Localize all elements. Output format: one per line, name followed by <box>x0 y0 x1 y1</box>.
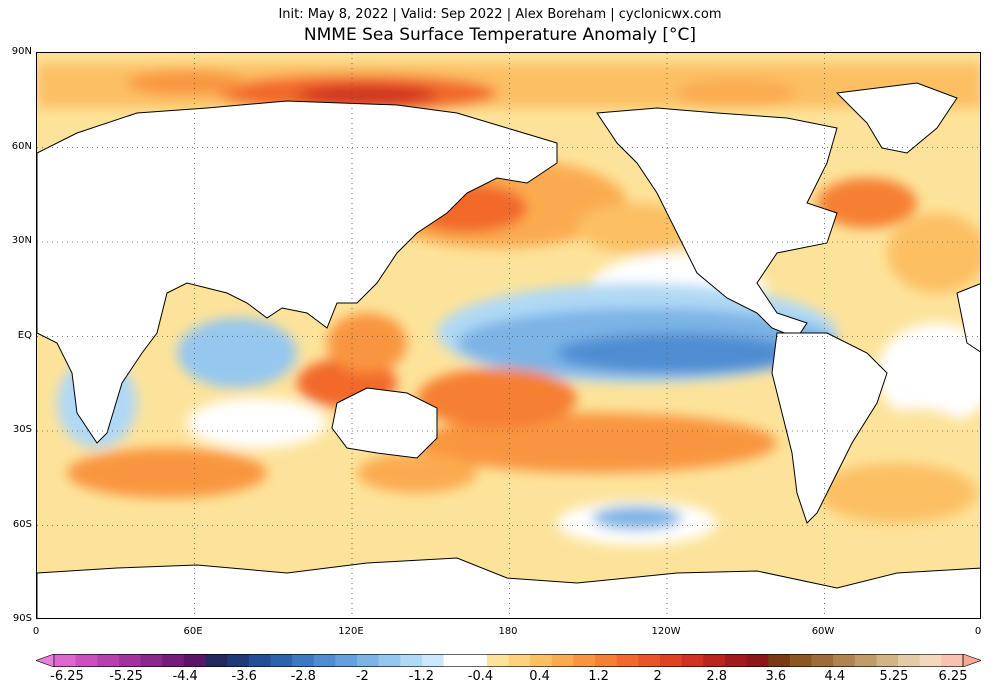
colorbar-segment <box>162 654 185 667</box>
colorbar-tick-label: -3.6 <box>231 669 257 684</box>
colorbar-segment <box>378 654 401 667</box>
colorbar-segment <box>573 654 596 667</box>
lon-label-60e: 60E <box>183 626 203 637</box>
colorbar-tick-label: 5.25 <box>879 669 909 684</box>
colorbar-tick-label: 2 <box>653 669 662 684</box>
lon-label-180: 180 <box>498 626 518 637</box>
colorbar-segment <box>183 654 206 667</box>
lat-label-30n: 30N <box>11 235 32 246</box>
colorbar-tick-label: 0.4 <box>529 669 550 684</box>
colorbar-segment <box>876 654 899 667</box>
colorbar-segment <box>75 654 98 667</box>
colorbar-segment <box>421 654 445 667</box>
eurasia-africa-landmass <box>37 100 558 444</box>
colorbar-tick-label: -2 <box>355 669 369 684</box>
colorbar-segment <box>898 654 921 667</box>
colorbar-segment <box>530 654 553 667</box>
colorbar-segment <box>118 654 142 667</box>
colorbar-outline <box>53 654 964 667</box>
colorbar-tick-label: -2.8 <box>290 669 316 684</box>
antarctica-landmass <box>37 557 980 618</box>
lat-label-90s: 90S <box>12 613 32 624</box>
colorbar-segment <box>703 654 726 667</box>
colorbar-segment <box>833 654 856 667</box>
colorbar-segment <box>357 654 380 667</box>
colorbar-tick-label: 4.4 <box>824 669 846 684</box>
africa-edge-landmass <box>956 283 980 353</box>
colorbar-segment <box>248 654 271 667</box>
colorbar-segment <box>638 654 661 667</box>
colorbar-segment <box>97 654 120 667</box>
colorbar-segment <box>595 654 618 667</box>
colorbar-segment <box>227 654 250 667</box>
colorbar-tick-label: -4.4 <box>172 669 198 684</box>
anomaly-field <box>37 63 980 545</box>
colorbar-segment <box>140 654 163 667</box>
colorbar-segment <box>941 654 964 667</box>
colorbar-segment <box>681 654 704 667</box>
colorbar-segment <box>335 654 358 667</box>
colorbar-segment <box>616 654 639 667</box>
colorbar-segment <box>789 654 812 667</box>
colorbar-tick-label: -0.4 <box>467 669 494 684</box>
colorbar-segment <box>292 654 315 667</box>
colorbar-tick-label: -5.25 <box>109 669 143 684</box>
colorbar-segment <box>465 654 488 667</box>
lon-label-120e: 120E <box>338 626 364 637</box>
colorbar-segment <box>811 654 834 667</box>
lon-label-0-right: 0 <box>974 626 982 637</box>
colorbar-extend-max <box>962 654 981 667</box>
colorbar-tick-label: 6.25 <box>938 669 968 684</box>
colorbar-segment <box>205 654 228 667</box>
colorbar-segment <box>854 654 877 667</box>
lon-label-60w: 60W <box>811 626 835 637</box>
map-subtitle: Init: May 8, 2022 | Valid: Sep 2022 | Al… <box>278 7 722 22</box>
colorbar-segment <box>443 654 466 667</box>
colorbar-segment <box>660 654 683 667</box>
colorbar-segment <box>508 654 531 667</box>
colorbar-segment <box>486 654 509 667</box>
colorbar-extend-min <box>36 654 55 667</box>
lat-label-60s: 60S <box>12 519 32 530</box>
colorbar-segment <box>919 654 942 667</box>
colorbar-segment <box>724 654 748 667</box>
colorbar-segment <box>313 654 336 667</box>
colorbar-segment <box>768 654 791 667</box>
colorbar-segment <box>400 654 423 667</box>
lat-label-30s: 30S <box>12 424 32 435</box>
map-title: NMME Sea Surface Temperature Anomaly [°C… <box>303 25 697 45</box>
colorbar-segment <box>551 654 574 667</box>
colorbar <box>36 654 981 667</box>
lat-label-90n: 90N <box>11 46 32 57</box>
colorbar-tick-label: -1.2 <box>408 669 435 684</box>
lat-label-60n: 60N <box>11 141 32 152</box>
colorbar-tick-label: 2.8 <box>706 669 728 684</box>
colorbar-tick-label: 3.6 <box>765 669 787 684</box>
australia-landmass <box>331 387 438 459</box>
colorbar-segment <box>270 654 293 667</box>
sst-anomaly-map <box>36 52 981 619</box>
greenland-landmass <box>835 82 958 154</box>
lat-label-eq: EQ <box>17 330 32 341</box>
lon-label-120w: 120W <box>651 626 681 637</box>
colorbar-segment <box>54 654 77 667</box>
lon-label-0: 0 <box>32 626 40 637</box>
colorbar-tick-label: 1.2 <box>588 669 609 684</box>
colorbar-tick-label: -6.25 <box>50 669 84 684</box>
colorbar-segment <box>746 654 769 667</box>
north-america-landmass <box>596 107 838 339</box>
